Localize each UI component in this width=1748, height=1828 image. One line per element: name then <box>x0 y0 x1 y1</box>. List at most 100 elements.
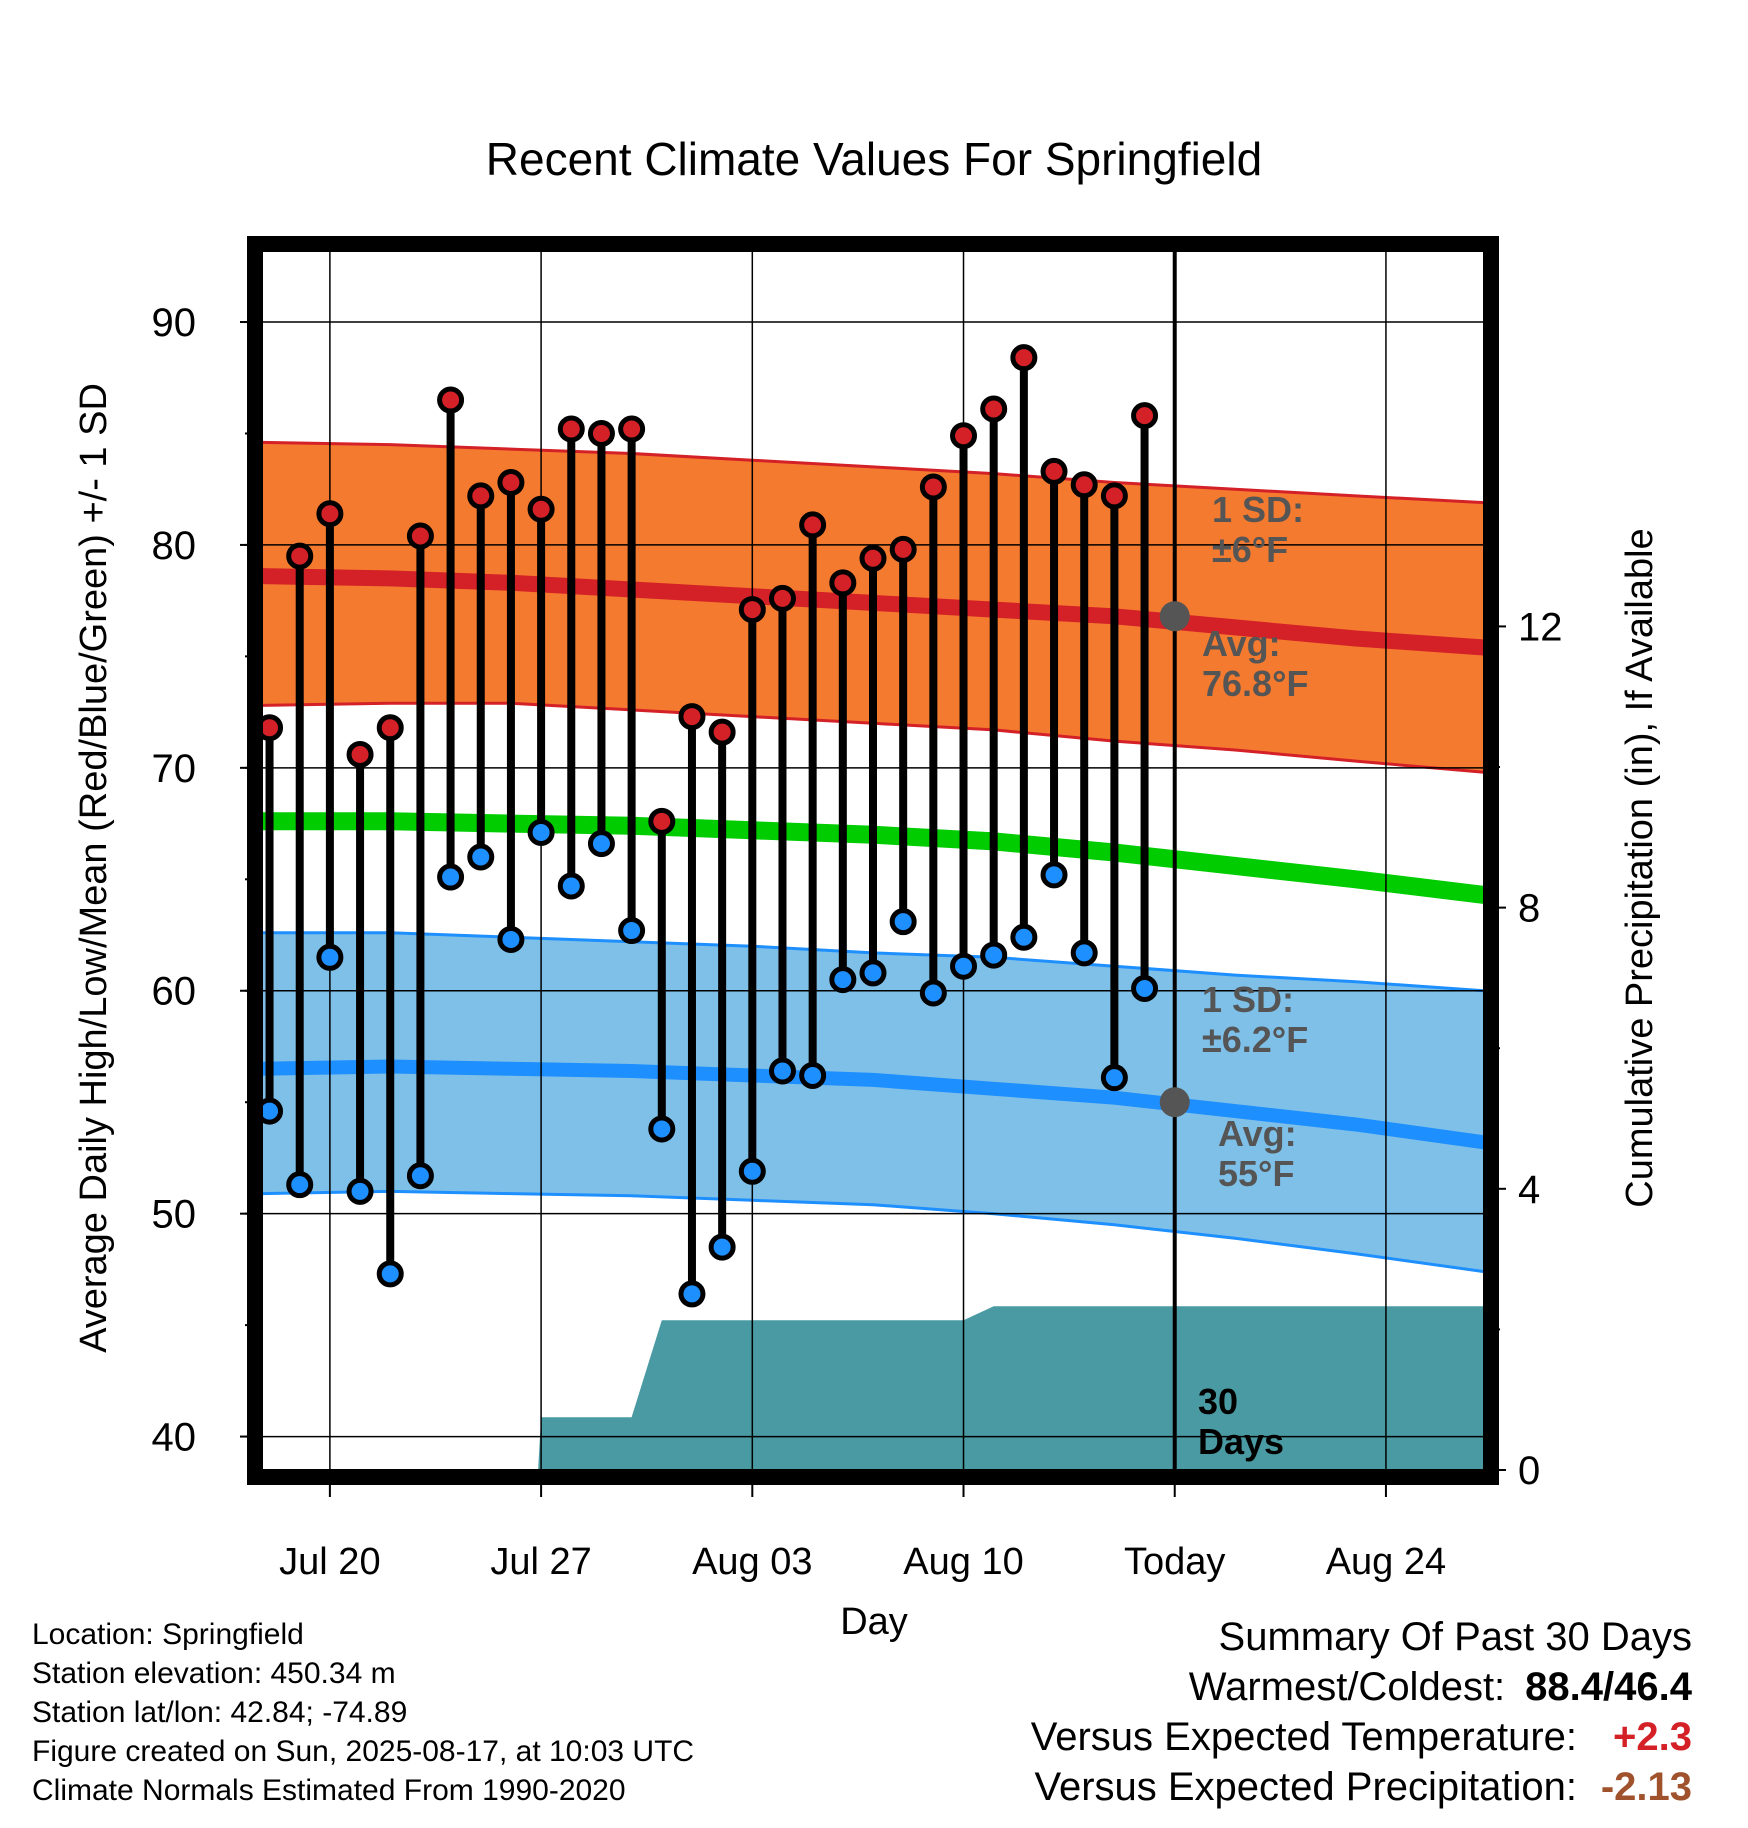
x-tick-label: Aug 03 <box>692 1541 812 1583</box>
precip-value: -2.13 <box>1600 1765 1692 1809</box>
created-text: Figure created on Sun, 2025-08-17, at 10… <box>32 1735 695 1768</box>
x-tick-label: Jul 27 <box>490 1541 591 1583</box>
daily-high-point <box>557 415 585 443</box>
latlon-text: Station lat/lon: 42.84; -74.89 <box>32 1696 408 1729</box>
daily-high-point <box>467 482 495 510</box>
elevation-text: Station elevation: 450.34 m <box>32 1657 396 1690</box>
daily-low-point <box>708 1233 736 1261</box>
daily-high-point <box>1010 344 1038 372</box>
daily-low-point <box>286 1171 314 1199</box>
daily-low-point <box>859 959 887 987</box>
daily-low-point <box>406 1162 434 1190</box>
normals-text: Climate Normals Estimated From 1990-2020 <box>32 1774 626 1807</box>
daily-low-point <box>1100 1064 1128 1092</box>
daily-high-point <box>437 386 465 414</box>
temp-row: Versus Expected Temperature: +2.3 <box>1031 1712 1692 1762</box>
daily-low-point <box>1010 923 1038 951</box>
daily-high-point <box>587 419 615 447</box>
daily-low-point <box>437 863 465 891</box>
daily-high-point <box>346 740 374 768</box>
daily-low-point <box>557 872 585 900</box>
today-high-avg-marker <box>1159 601 1190 632</box>
daily-high-point <box>648 807 676 835</box>
station-info: Location: Springfield Station elevation:… <box>32 1615 694 1810</box>
daily-high-point <box>799 511 827 539</box>
high-sd-band-upper-edge <box>261 440 1485 505</box>
precip-row: Versus Expected Precipitation: -2.13 <box>1031 1762 1692 1812</box>
high-sd-annotation: 1 SD: ±6°F <box>1212 489 1304 570</box>
y-tick-label: 80 <box>152 524 197 568</box>
daily-high-point <box>1131 402 1159 430</box>
daily-high-point <box>316 500 344 528</box>
daily-high-point <box>1040 457 1068 485</box>
daily-high-point <box>859 544 887 572</box>
daily-high-point <box>1100 482 1128 510</box>
daily-high-point <box>738 596 766 624</box>
daily-low-point <box>1040 861 1068 889</box>
daily-high-point <box>919 473 947 501</box>
y-axis-label: Average Daily High/Low/Mean (Red/Blue/Gr… <box>73 383 115 1353</box>
precip-days-annotation: 30 Days <box>1198 1381 1284 1462</box>
daily-low-point <box>587 830 615 858</box>
daily-low-point <box>738 1157 766 1185</box>
daily-high-point <box>829 569 857 597</box>
daily-high-point <box>950 422 978 450</box>
normal-low-line <box>261 1059 1485 1150</box>
daily-low-point <box>497 925 525 953</box>
warm-cold-value: 88.4/46.4 <box>1525 1665 1692 1709</box>
plot-area: 1 SD: ±6°F Avg: 76.8°F 1 SD: ±6.2°F Avg: 55°F 30… <box>152 236 1563 1583</box>
daily-high-point <box>406 522 434 550</box>
daily-low-point <box>1131 975 1159 1003</box>
temp-value: +2.3 <box>1613 1715 1692 1759</box>
chart-title: Recent Climate Values For Springfield <box>486 133 1262 185</box>
daily-high-point <box>768 584 796 612</box>
warm-cold-row: Warmest/Coldest: 88.4/46.4 <box>1031 1662 1692 1712</box>
x-tick-label: Jul 20 <box>279 1541 380 1583</box>
daily-high-point <box>889 535 917 563</box>
low-avg-annotation: Avg: 55°F <box>1218 1113 1297 1194</box>
daily-high-point <box>527 495 555 523</box>
y2-tick-label: 0 <box>1518 1449 1540 1493</box>
y2-tick-label: 12 <box>1518 605 1563 649</box>
x-tick-label: Today <box>1124 1541 1225 1583</box>
temp-label: Versus Expected Temperature: <box>1030 1715 1577 1759</box>
daily-low-point <box>376 1260 404 1288</box>
daily-high-point <box>497 469 525 497</box>
high-avg-annotation: Avg: 76.8°F <box>1202 623 1308 704</box>
today-low-avg-marker <box>1159 1087 1190 1118</box>
location-text: Location: Springfield <box>32 1618 304 1651</box>
daily-low-point <box>950 952 978 980</box>
y2-axis-label: Cumulative Precipitation (in), If Availa… <box>1619 528 1661 1207</box>
low-sd-band <box>262 932 1484 1272</box>
daily-high-point <box>708 718 736 746</box>
daily-low-point <box>829 966 857 994</box>
daily-high-point <box>980 395 1008 423</box>
low-sd-annotation: 1 SD: ±6.2°F <box>1202 979 1308 1060</box>
y-tick-label: 40 <box>152 1416 197 1460</box>
daily-low-point <box>316 943 344 971</box>
daily-low-point <box>648 1115 676 1143</box>
y2-tick-label: 8 <box>1518 887 1540 931</box>
daily-low-point <box>346 1177 374 1205</box>
daily-high-point <box>286 542 314 570</box>
y-tick-label: 90 <box>152 301 197 345</box>
daily-high-point <box>376 714 404 742</box>
daily-low-point <box>768 1057 796 1085</box>
daily-low-point <box>618 917 646 945</box>
precip-area <box>262 1306 1484 1470</box>
daily-low-point <box>527 818 555 846</box>
daily-high-point <box>1070 471 1098 499</box>
y-tick-label: 60 <box>152 970 197 1014</box>
daily-low-point <box>980 941 1008 969</box>
x-tick-label: Aug 10 <box>903 1541 1023 1583</box>
x-axis-label: Day <box>840 1601 908 1643</box>
daily-low-point <box>919 979 947 1007</box>
plot-frame <box>247 236 1499 1485</box>
y-tick-label: 70 <box>152 747 197 791</box>
warm-cold-label: Warmest/Coldest: <box>1188 1665 1506 1709</box>
low-sd-band-lower-edge <box>261 1189 1485 1274</box>
summary-heading: Summary Of Past 30 Days <box>1218 1615 1692 1659</box>
y2-tick-label: 4 <box>1518 1168 1540 1212</box>
daily-low-point <box>1070 939 1098 967</box>
